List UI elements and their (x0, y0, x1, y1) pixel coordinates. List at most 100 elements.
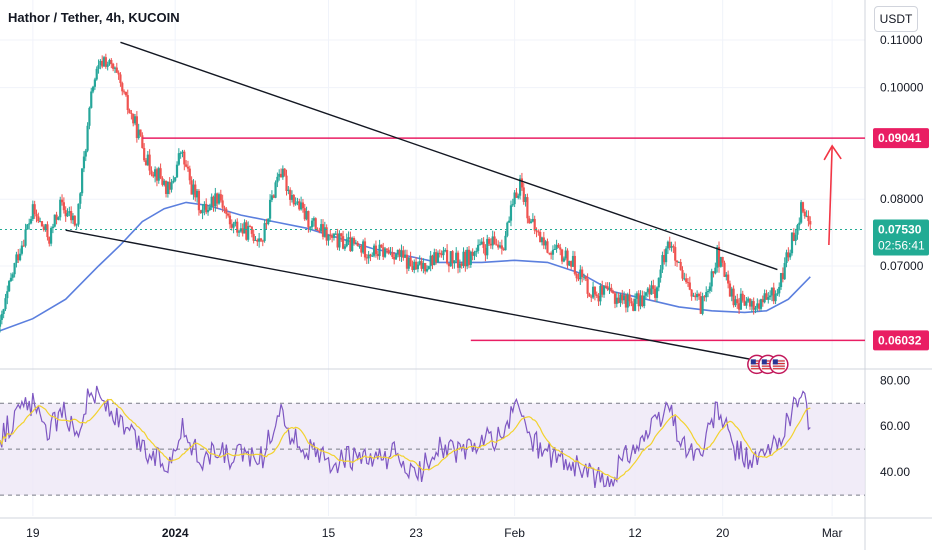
candle (666, 240, 670, 254)
candle (562, 256, 565, 263)
time-tick-label: 12 (628, 526, 642, 540)
candle (542, 231, 545, 250)
candle-body (754, 307, 757, 310)
candle (225, 207, 228, 219)
candle-body (652, 285, 655, 289)
candle (703, 295, 706, 302)
candle-body (809, 221, 812, 225)
candle-body (655, 287, 659, 298)
candle (497, 240, 500, 250)
candle-body (674, 247, 677, 261)
candle (725, 272, 728, 281)
candle-body (462, 251, 465, 266)
candle-body (621, 294, 624, 301)
candle (33, 200, 36, 219)
candle (783, 257, 786, 280)
candle-body (692, 295, 695, 297)
time-tick-label: 23 (409, 526, 423, 540)
candle (186, 160, 190, 172)
flag-stripe (772, 362, 785, 365)
candle-body (336, 233, 339, 248)
candle (493, 231, 496, 245)
candle-body (727, 274, 730, 284)
candle-body (747, 298, 750, 302)
candle-body (340, 233, 343, 237)
candle (230, 219, 233, 231)
candle-body (141, 135, 144, 148)
candle (332, 232, 336, 241)
candle-body (466, 249, 469, 267)
candle (644, 291, 648, 299)
flag-stripe (772, 365, 785, 367)
candle (670, 241, 673, 252)
candle-body (228, 215, 232, 225)
candle-body (77, 203, 80, 225)
candle (727, 270, 730, 289)
candle (2, 308, 5, 319)
candle-body (449, 251, 452, 267)
candle-body (287, 189, 290, 191)
candle-body (482, 241, 485, 248)
candle-body (588, 293, 591, 297)
candle (195, 188, 199, 203)
candle (132, 113, 135, 127)
candle (256, 238, 259, 247)
candle (623, 291, 626, 304)
candle-body (216, 193, 219, 204)
candle-body (166, 181, 169, 194)
candle-body (254, 239, 257, 241)
candle-body (473, 252, 476, 256)
candle-body (644, 292, 648, 296)
candle (460, 261, 463, 269)
candle-body (500, 245, 503, 249)
candle-body (789, 253, 792, 258)
candle-body (694, 295, 697, 298)
candle-body (88, 107, 91, 126)
candle (560, 248, 564, 265)
candle-body (289, 189, 292, 200)
candle-body (2, 309, 5, 314)
candle-body (761, 299, 764, 303)
candle (101, 55, 104, 69)
candle-body (86, 125, 89, 151)
candle (778, 282, 781, 297)
candle (508, 216, 511, 223)
candle (491, 230, 494, 250)
candle (73, 215, 76, 227)
candle (659, 265, 662, 283)
candle (347, 231, 350, 245)
currency-button[interactable]: USDT (874, 6, 918, 32)
candle (411, 260, 414, 272)
candle (110, 58, 113, 69)
candle-body (148, 154, 151, 171)
candle-body (604, 285, 607, 287)
candle-body (626, 294, 629, 308)
candle (759, 298, 763, 311)
candle (612, 289, 615, 294)
candle-body (710, 271, 713, 287)
candle (270, 190, 274, 203)
candle-body (219, 194, 222, 201)
candle (699, 291, 702, 315)
candle (212, 195, 215, 212)
event-flag-icon (769, 354, 789, 375)
candle-body (714, 267, 717, 274)
time-tick-label: 15 (322, 526, 336, 540)
candle-body (456, 252, 460, 268)
candle (6, 285, 9, 305)
candle (185, 160, 188, 168)
candle (279, 168, 283, 178)
candle (15, 251, 18, 268)
candle-body (668, 241, 671, 248)
candle (133, 113, 137, 126)
candle (646, 286, 649, 298)
candle-body (670, 246, 673, 248)
candle-body (157, 168, 160, 181)
current-price-badge (873, 219, 929, 256)
candle-body (579, 269, 582, 280)
candle-body (792, 232, 795, 241)
candle (581, 266, 584, 283)
candle (785, 249, 788, 268)
candle-body (354, 242, 357, 244)
